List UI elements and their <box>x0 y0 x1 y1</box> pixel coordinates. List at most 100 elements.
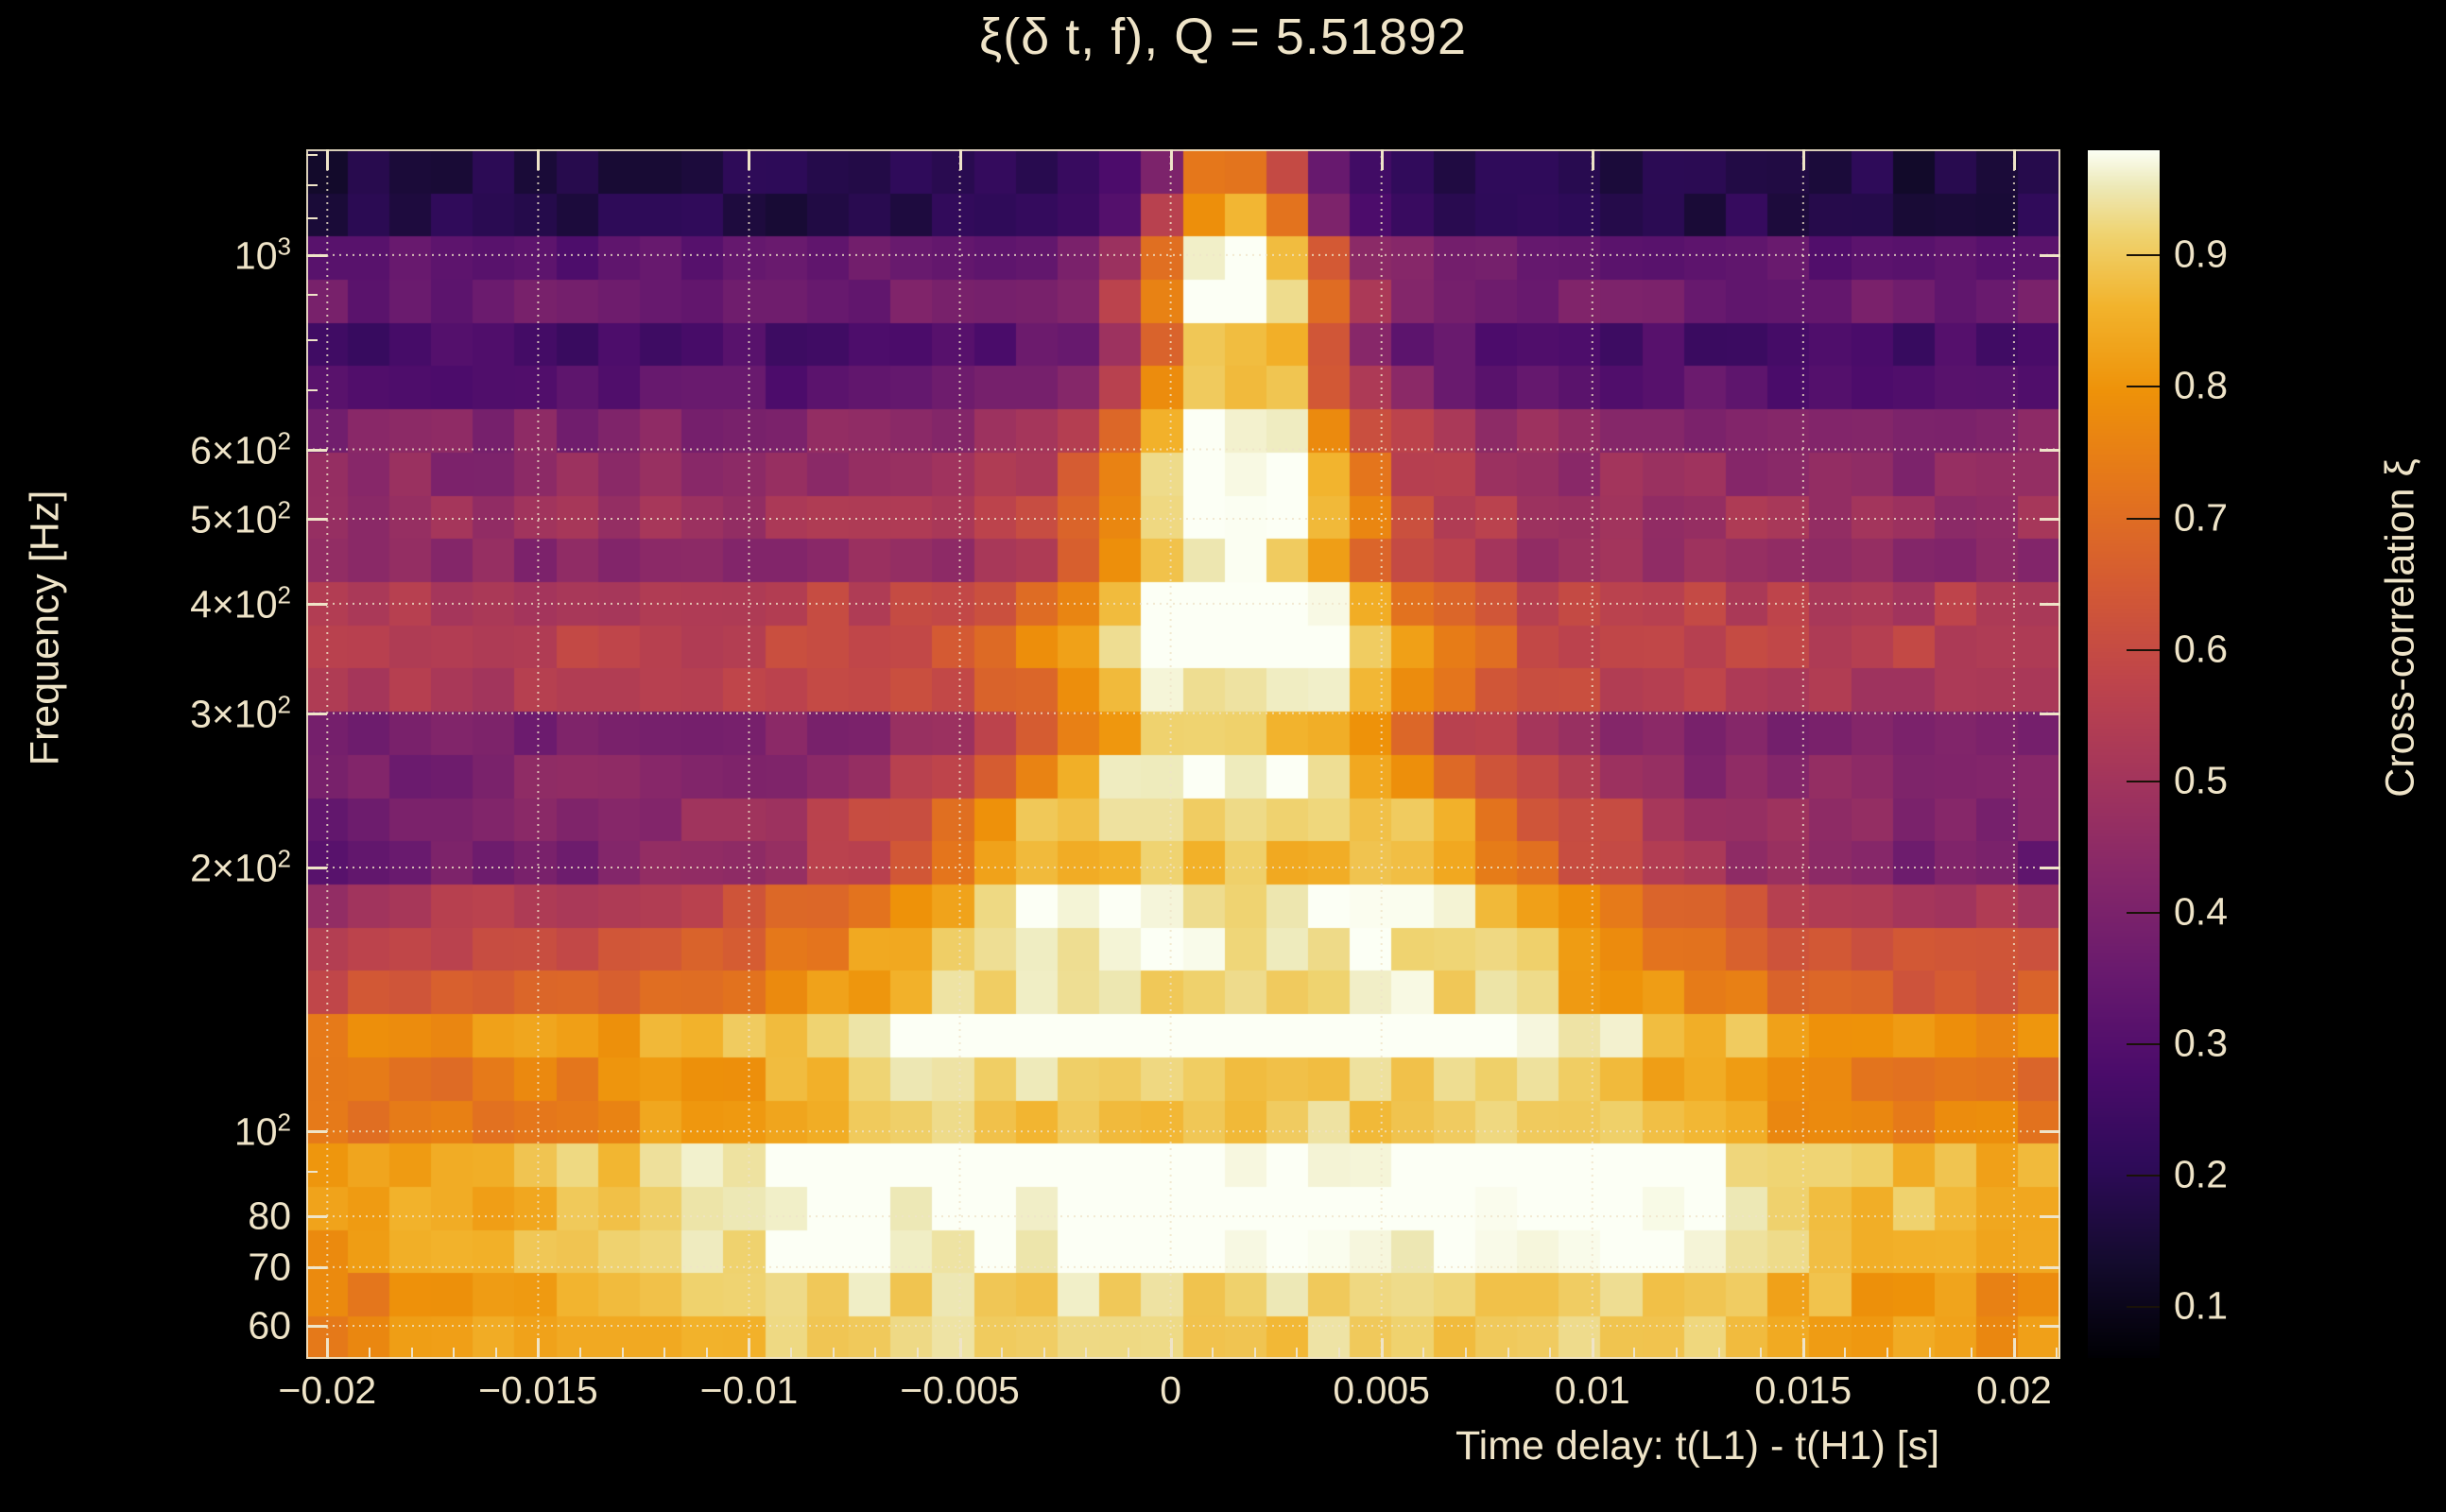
y-minor-tick <box>306 1265 318 1268</box>
y-minor-tick <box>306 1170 318 1173</box>
y-minor-tick <box>306 602 318 605</box>
x-minor-tick <box>790 1348 793 1359</box>
colorbar-tick-label: 0.3 <box>2174 1021 2228 1065</box>
colorbar-tick-mark <box>2127 386 2161 388</box>
colorbar-tick-label: 0.2 <box>2174 1152 2228 1196</box>
x-minor-tick <box>916 1348 919 1359</box>
page-title: ξ(δ t, f), Q = 5.51892 <box>979 9 1467 65</box>
x-minor-tick <box>537 1348 540 1359</box>
x-minor-tick <box>1085 1348 1088 1359</box>
y-minor-tick <box>306 1130 318 1133</box>
y-major-tick-right <box>2040 448 2060 452</box>
y-minor-tick <box>306 389 318 392</box>
x-major-tick-top <box>958 149 962 170</box>
x-minor-tick <box>1760 1348 1763 1359</box>
colorbar-tick-label: 0.9 <box>2174 232 2228 276</box>
y-minor-tick <box>306 154 318 157</box>
colorbar-tick-mark <box>2127 1306 2161 1309</box>
x-tick-label: 0.02 <box>1976 1368 2052 1412</box>
x-minor-tick <box>326 1348 329 1359</box>
x-minor-tick <box>748 1348 750 1359</box>
x-minor-tick <box>1633 1348 1636 1359</box>
x-minor-tick <box>1253 1348 1256 1359</box>
x-major-tick-top <box>1380 149 1384 170</box>
x-minor-tick <box>1169 1348 1172 1359</box>
colorbar-tick-label: 0.5 <box>2174 758 2228 802</box>
y-tick-label: 6×102 <box>190 426 291 472</box>
x-minor-tick <box>1928 1348 1931 1359</box>
y-minor-tick <box>306 253 318 256</box>
colorbar-title: Cross-correlation ξ <box>2377 458 2423 798</box>
y-minor-tick <box>306 867 318 869</box>
y-major-tick-right <box>2040 602 2060 606</box>
x-minor-tick <box>1296 1348 1299 1359</box>
x-minor-tick <box>1212 1348 1214 1359</box>
y-tick-label: 3×102 <box>190 690 291 736</box>
x-minor-tick <box>1422 1348 1425 1359</box>
y-tick-label: 5×102 <box>190 495 291 541</box>
x-minor-tick <box>874 1348 877 1359</box>
x-minor-tick <box>1001 1348 1004 1359</box>
x-minor-tick <box>1801 1348 1804 1359</box>
y-major-tick-right <box>2040 1130 2060 1134</box>
x-minor-tick <box>663 1348 666 1359</box>
x-minor-tick <box>1128 1348 1129 1359</box>
y-tick-label: 80 <box>248 1194 291 1238</box>
y-tick-label: 4×102 <box>190 580 291 627</box>
x-tick-label: 0 <box>1160 1368 1182 1412</box>
heatmap-image <box>306 149 2060 1359</box>
y-major-tick-right <box>2040 517 2060 521</box>
colorbar-tick-mark <box>2127 911 2161 914</box>
colorbar-tick-mark <box>2127 517 2161 520</box>
x-minor-tick <box>410 1348 413 1359</box>
x-tick-label: −0.02 <box>278 1368 377 1412</box>
x-minor-tick <box>832 1348 835 1359</box>
y-major-tick-right <box>2040 1215 2060 1219</box>
x-major-tick-top <box>1591 149 1594 170</box>
y-tick-label: 103 <box>233 232 291 278</box>
x-tick-label: −0.015 <box>478 1368 598 1412</box>
x-major-tick-top <box>2012 149 2016 170</box>
heatmap-plot-area[interactable] <box>306 149 2060 1359</box>
x-minor-tick <box>1717 1348 1720 1359</box>
x-major-tick-top <box>537 149 541 170</box>
x-minor-tick <box>1464 1348 1467 1359</box>
y-minor-tick <box>306 1324 318 1327</box>
x-tick-label: 0.01 <box>1554 1368 1630 1412</box>
y-minor-tick <box>306 338 318 341</box>
colorbar-tick-label: 0.7 <box>2174 495 2228 540</box>
x-minor-tick <box>1380 1348 1383 1359</box>
x-minor-tick <box>453 1348 456 1359</box>
y-minor-tick <box>306 217 318 220</box>
colorbar-gradient <box>2087 149 2161 1359</box>
x-major-tick-top <box>326 149 330 170</box>
x-major-tick-top <box>1169 149 1173 170</box>
x-minor-tick <box>1676 1348 1678 1359</box>
y-minor-tick <box>306 1215 318 1218</box>
x-minor-tick <box>1507 1348 1509 1359</box>
x-minor-tick <box>1042 1348 1045 1359</box>
y-minor-tick <box>306 712 318 714</box>
colorbar-tick-label: 0.6 <box>2174 627 2228 671</box>
y-minor-tick <box>306 517 318 520</box>
colorbar-tick-label: 0.8 <box>2174 363 2228 407</box>
colorbar-tick-mark <box>2127 648 2161 651</box>
x-minor-tick <box>2012 1348 2015 1359</box>
y-major-tick-right <box>2040 712 2060 715</box>
x-minor-tick <box>1591 1348 1593 1359</box>
x-minor-tick <box>1549 1348 1552 1359</box>
colorbar[interactable] <box>2087 149 2161 1359</box>
y-major-tick-right <box>2040 253 2060 257</box>
y-axis-title: Frequency [Hz] <box>22 490 68 766</box>
x-minor-tick <box>1886 1348 1889 1359</box>
y-major-tick-right <box>2040 1324 2060 1328</box>
colorbar-tick-mark <box>2127 1175 2161 1177</box>
colorbar-tick-mark <box>2127 1043 2161 1046</box>
y-tick-label: 70 <box>248 1245 291 1289</box>
y-tick-label: 2×102 <box>190 844 291 890</box>
x-minor-tick <box>1971 1348 1973 1359</box>
x-tick-label: −0.01 <box>699 1368 799 1412</box>
x-minor-tick <box>705 1348 708 1359</box>
x-minor-tick <box>579 1348 581 1359</box>
